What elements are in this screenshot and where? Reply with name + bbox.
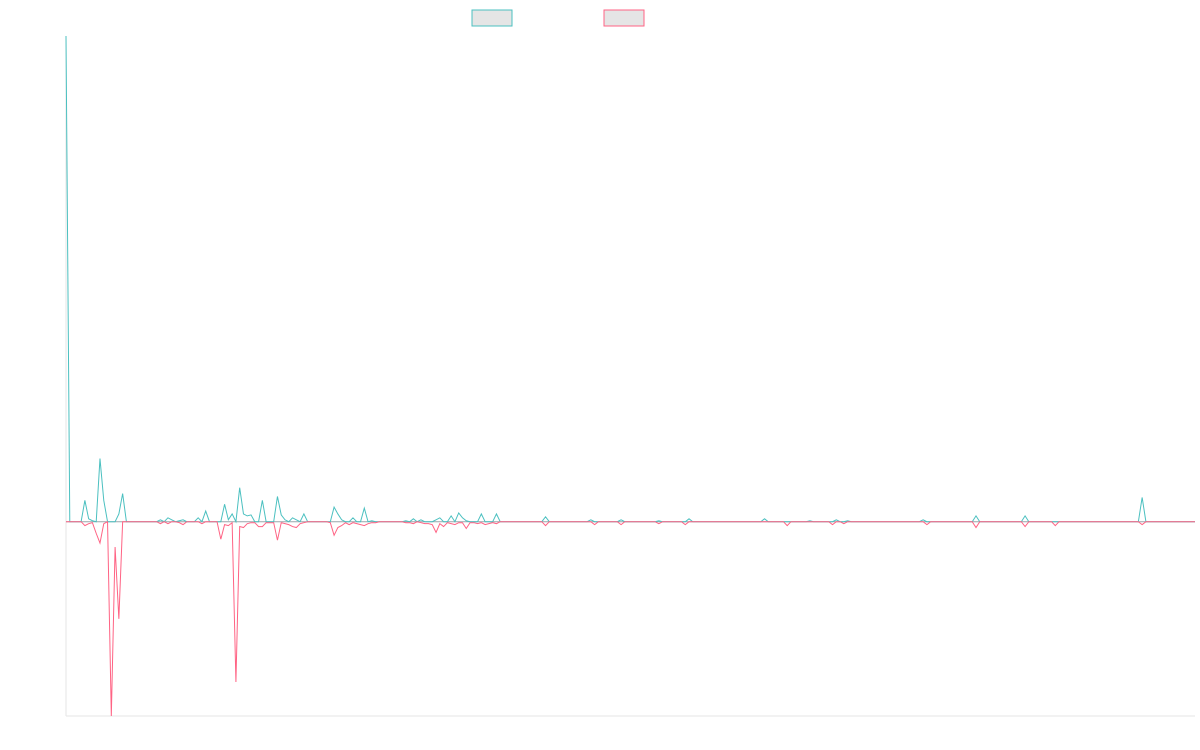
legend-item-2[interactable] <box>603 9 645 27</box>
legend <box>471 9 645 27</box>
legend-swatch-2 <box>603 9 645 27</box>
chart-axes <box>65 36 1195 717</box>
series-line-2 <box>66 520 1195 717</box>
series-line-1 <box>65 35 1195 524</box>
legend-swatch-1 <box>471 9 513 27</box>
series-layer <box>65 35 1195 717</box>
legend-item-1[interactable] <box>471 9 513 27</box>
